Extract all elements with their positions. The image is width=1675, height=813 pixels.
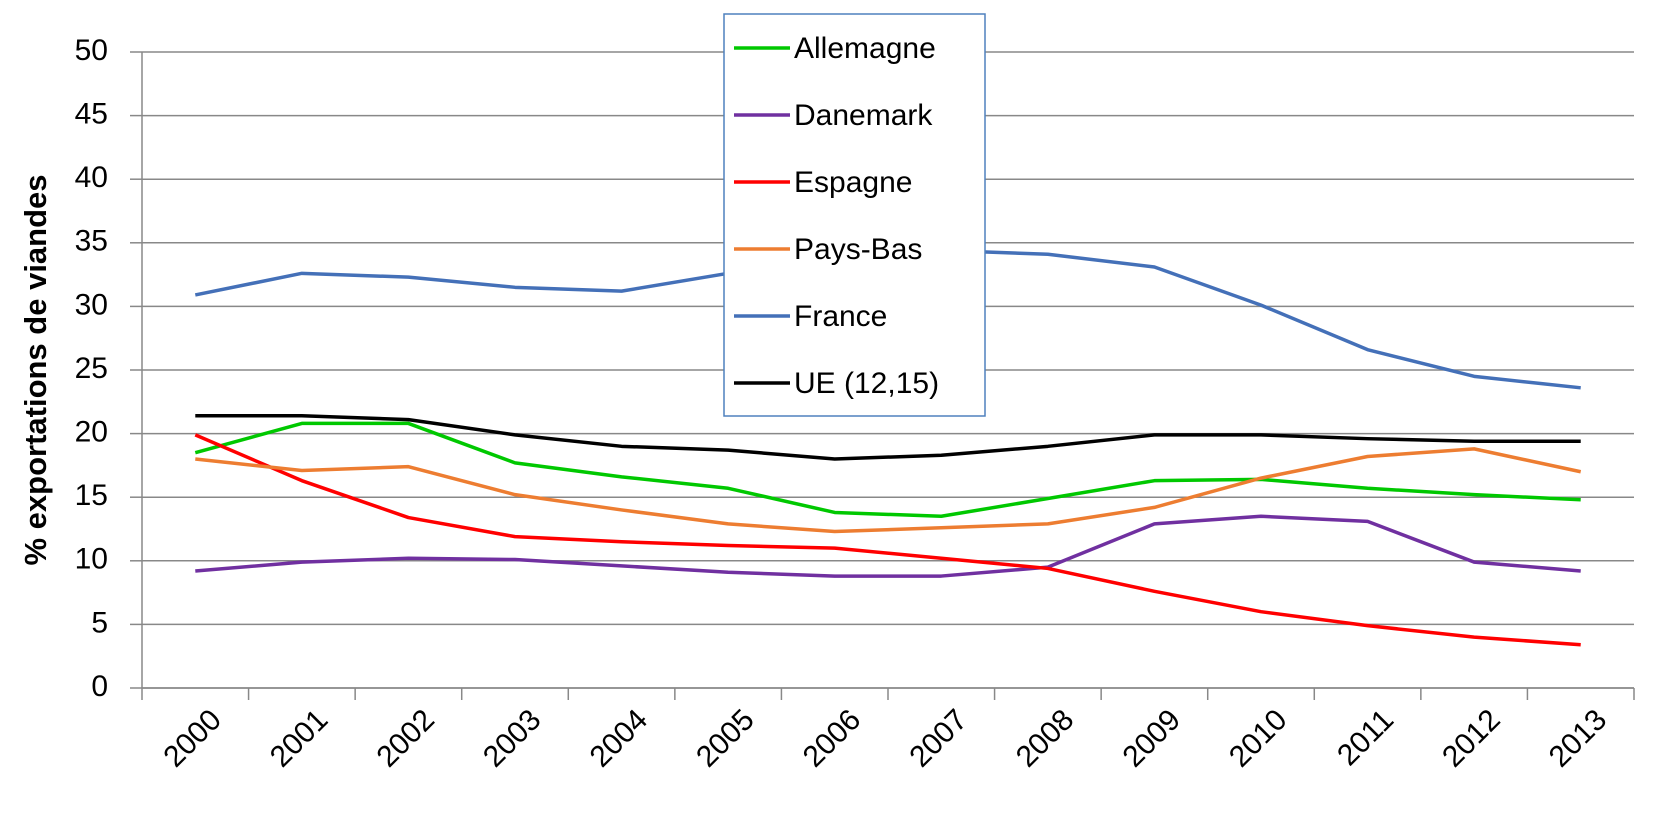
x-tick-label: 2009 bbox=[1116, 703, 1187, 774]
y-tick-label: 15 bbox=[75, 479, 108, 512]
x-tick-label: 2010 bbox=[1223, 703, 1294, 774]
x-tick-label: 2004 bbox=[584, 703, 655, 774]
legend-label: Pays-Bas bbox=[794, 233, 922, 266]
legend-label: Allemagne bbox=[794, 32, 936, 65]
y-axis-label: % exportations de viandes bbox=[18, 174, 53, 565]
x-tick-label: 2013 bbox=[1543, 703, 1614, 774]
y-tick-label: 30 bbox=[75, 288, 108, 321]
x-tick-label: 2012 bbox=[1436, 703, 1507, 774]
y-tick-label: 35 bbox=[75, 225, 108, 258]
x-tick-label: 2005 bbox=[690, 703, 761, 774]
legend-label: UE (12,15) bbox=[794, 367, 939, 400]
y-tick-label: 25 bbox=[75, 352, 108, 385]
y-tick-label: 0 bbox=[91, 670, 108, 703]
legend-label: Danemark bbox=[794, 99, 933, 132]
y-tick-label: 45 bbox=[75, 98, 108, 131]
legend-box bbox=[723, 13, 986, 417]
y-tick-label: 20 bbox=[75, 416, 108, 449]
series-line bbox=[194, 433, 1581, 647]
x-tick-label: 2002 bbox=[370, 703, 441, 774]
x-tick-label: 2008 bbox=[1010, 703, 1081, 774]
series-line bbox=[195, 414, 1581, 461]
y-tick-label: 10 bbox=[75, 543, 108, 576]
x-tick-label: 2000 bbox=[157, 703, 228, 774]
series-line bbox=[194, 421, 1581, 519]
x-tick-label: 2006 bbox=[797, 703, 868, 774]
series-line bbox=[195, 514, 1581, 578]
y-tick-label: 5 bbox=[91, 606, 108, 639]
x-tick-label: 2007 bbox=[903, 703, 974, 774]
legend-label: France bbox=[794, 300, 887, 333]
x-tick-label: 2011 bbox=[1331, 703, 1400, 772]
y-tick-label: 40 bbox=[75, 161, 108, 194]
x-tick-label: 2001 bbox=[264, 703, 335, 774]
y-tick-label: 50 bbox=[75, 34, 108, 67]
legend-label: Espagne bbox=[794, 166, 912, 199]
x-tick-label: 2003 bbox=[477, 703, 548, 774]
series-line bbox=[195, 447, 1582, 534]
